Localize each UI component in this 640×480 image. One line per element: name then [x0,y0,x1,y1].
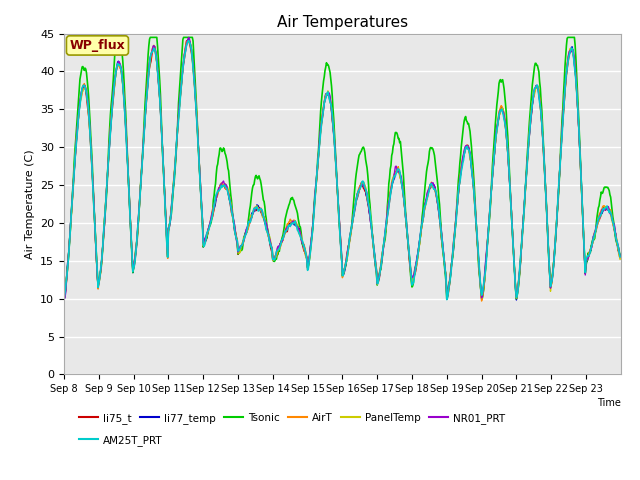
Legend: AM25T_PRT: AM25T_PRT [75,431,167,450]
Y-axis label: Air Temperature (C): Air Temperature (C) [24,149,35,259]
Title: Air Temperatures: Air Temperatures [277,15,408,30]
Text: WP_flux: WP_flux [70,39,125,52]
Text: Time: Time [597,398,621,408]
